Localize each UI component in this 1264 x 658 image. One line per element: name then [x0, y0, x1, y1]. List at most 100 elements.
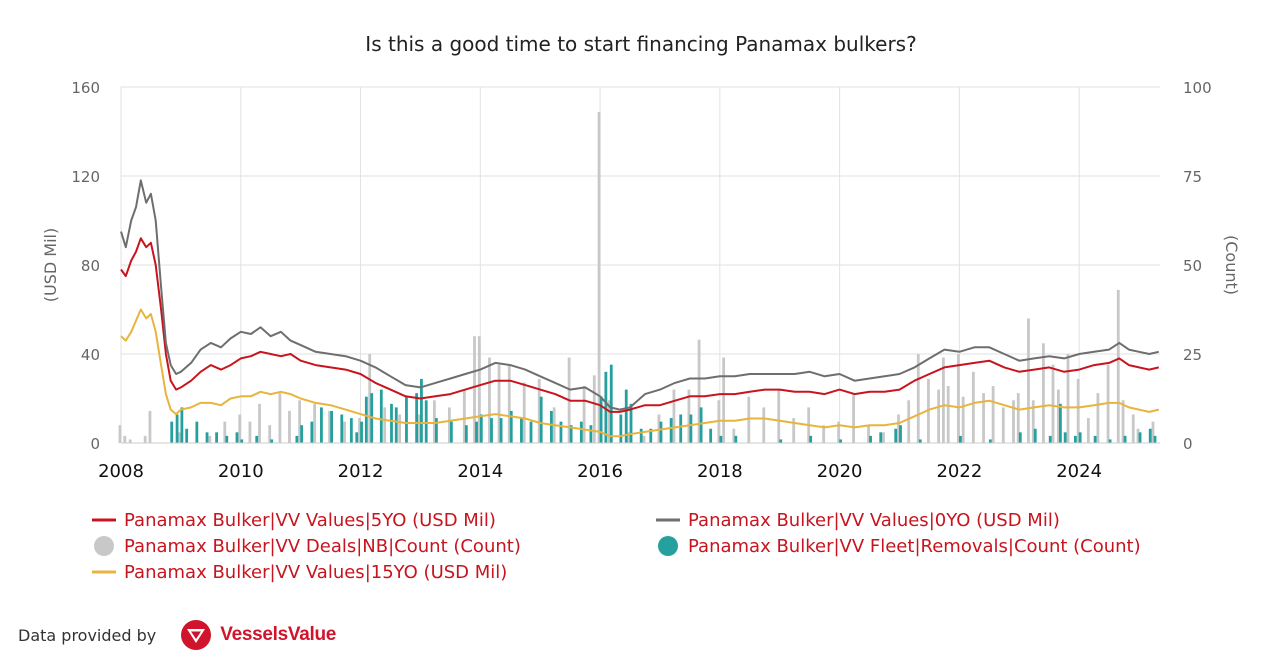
bar-mark — [507, 364, 511, 443]
bar-mark — [669, 418, 673, 443]
bar-mark — [1123, 435, 1127, 443]
bar-mark — [1012, 400, 1015, 443]
x-tick-label: 2008 — [98, 461, 144, 482]
x-tick-label: 2018 — [697, 461, 743, 482]
bar-mark — [1058, 403, 1062, 443]
bar-mark — [1051, 364, 1055, 443]
bar-mark — [240, 439, 244, 443]
y-tick-label: 120 — [71, 168, 100, 186]
x-tick-label: 2012 — [338, 461, 384, 482]
bar-mark — [320, 407, 323, 443]
bar-mark — [270, 439, 274, 443]
bar-mark — [499, 418, 503, 443]
series-line — [120, 237, 1160, 413]
bar-mark — [579, 421, 583, 443]
bar-mark — [597, 111, 601, 444]
x-tick-label: 2022 — [936, 461, 982, 482]
bar-mark — [405, 396, 408, 443]
bar-mark — [415, 393, 419, 443]
series-line — [120, 308, 1160, 438]
bar-mark — [589, 425, 593, 443]
bar-mark — [1153, 435, 1157, 443]
bar-mark — [852, 393, 855, 443]
bar-mark — [619, 414, 623, 443]
bar-mark — [1108, 439, 1112, 443]
bar-mark — [288, 410, 291, 443]
bar-mark — [488, 357, 491, 443]
bar-mark — [1016, 393, 1020, 443]
bar-mark — [627, 432, 631, 443]
bar-mark — [368, 354, 372, 443]
bar-mark — [956, 354, 960, 443]
bar-mark — [1131, 414, 1135, 443]
legend-label: Panamax Bulker|VV Values|15YO (USD Mil) — [124, 562, 507, 583]
bar-mark — [1138, 432, 1142, 443]
bar-mark — [208, 435, 212, 443]
bar-mark — [607, 400, 611, 443]
bar-mark — [869, 435, 872, 443]
bar-mark — [170, 421, 174, 443]
bar-mark — [529, 421, 533, 443]
bar-mark — [809, 435, 813, 443]
bar-mark — [1001, 407, 1005, 443]
bar-mark — [475, 421, 478, 443]
bar-mark — [822, 425, 826, 443]
bar-mark — [961, 396, 965, 443]
bar-mark — [1076, 378, 1080, 443]
bar-mark — [358, 418, 361, 443]
footer: Data provided by VesselsValue — [18, 618, 336, 652]
bar-mark — [899, 425, 902, 443]
bar-mark — [379, 389, 383, 443]
y-tick-label: 160 — [71, 79, 100, 97]
bar-mark — [1121, 400, 1125, 443]
bar-mark — [360, 421, 363, 443]
y-tick-label: 40 — [81, 346, 100, 364]
bar-mark — [238, 414, 242, 443]
bar-mark — [497, 364, 501, 443]
bar-mark — [988, 439, 992, 443]
y2-tick-label: 100 — [1183, 79, 1212, 97]
bar-mark — [418, 414, 421, 443]
bar-mark — [300, 425, 304, 443]
bar-mark — [447, 407, 451, 443]
bar-mark — [223, 421, 227, 443]
legend-label: Panamax Bulker|VV Fleet|Removals|Count (… — [688, 536, 1141, 557]
bar-mark — [916, 354, 920, 443]
bar-mark — [839, 439, 843, 443]
bar-mark — [642, 435, 646, 443]
bar-mark — [278, 393, 282, 443]
bar-mark — [225, 435, 229, 443]
bar-mark — [185, 428, 189, 443]
bar-mark — [424, 400, 428, 443]
series-line — [120, 179, 1160, 411]
legend-marker — [94, 536, 114, 556]
bar-mark — [1086, 418, 1090, 443]
bar-mark — [659, 421, 663, 443]
bar-mark — [123, 435, 127, 443]
bar-mark — [520, 418, 523, 443]
bar-mark — [464, 425, 468, 443]
bar-mark — [537, 378, 541, 443]
vesselsvalue-logo-text: VesselsValue — [220, 624, 337, 645]
bar-mark — [672, 389, 676, 443]
vesselsvalue-logo[interactable]: VesselsValue — [180, 619, 336, 651]
bar-mark — [349, 418, 353, 443]
bar-mark — [128, 439, 132, 443]
bar-mark — [971, 371, 975, 443]
bar-mark — [837, 421, 841, 443]
bar-mark — [604, 371, 608, 443]
x-tick-label: 2010 — [218, 461, 264, 482]
legend-marker — [658, 536, 678, 556]
bar-mark — [398, 414, 402, 443]
bar-mark — [248, 421, 252, 443]
bar-mark — [679, 414, 683, 443]
legend-label: Panamax Bulker|VV Deals|NB|Count (Count) — [124, 536, 521, 557]
bar-mark — [1063, 432, 1067, 443]
bar-mark — [699, 407, 703, 443]
bar-mark — [582, 386, 586, 443]
y2-tick-label: 25 — [1183, 346, 1202, 364]
bar-mark — [364, 396, 368, 443]
bar-mark — [490, 418, 493, 443]
bar-mark — [689, 414, 693, 443]
bar-mark — [255, 435, 259, 443]
